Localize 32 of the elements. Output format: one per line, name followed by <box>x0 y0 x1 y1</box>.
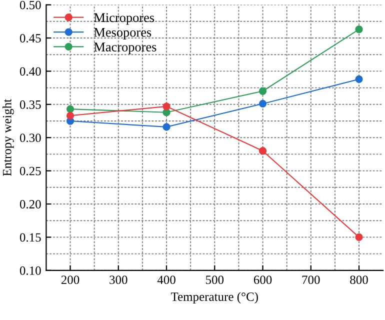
point <box>162 108 170 116</box>
point <box>162 102 170 110</box>
legend-label: Mesopores <box>94 28 152 40</box>
x-tick-label: 200 <box>61 276 80 284</box>
x-tick-label: 400 <box>157 276 176 284</box>
point <box>355 233 363 242</box>
y-tick-label: 0.15 <box>20 233 41 242</box>
y-tick-label: 0.40 <box>20 67 41 76</box>
y-tick-label: 0.35 <box>20 100 41 109</box>
point <box>258 100 267 108</box>
x-axis-title: Temperature (°C) <box>170 292 258 304</box>
x-tick-label: 600 <box>254 276 272 284</box>
x-tick-label: 800 <box>350 276 368 284</box>
y-tick-label: 0.20 <box>20 200 41 209</box>
point <box>66 105 74 113</box>
y-tick-label: 0.10 <box>20 266 41 275</box>
point <box>355 75 363 83</box>
y-axis-title: Entropy weight <box>2 98 14 176</box>
y-tick-label: 0.30 <box>20 134 41 142</box>
y-tick-label: 0.50 <box>20 0 41 10</box>
point <box>258 87 267 95</box>
point <box>162 123 170 131</box>
point <box>258 147 267 155</box>
y-tick-label: 0.45 <box>20 34 41 43</box>
legend-label: Macropores <box>94 42 156 54</box>
point <box>66 112 74 120</box>
x-tick-label: 500 <box>206 276 224 284</box>
legend-label: Micropores <box>94 13 154 25</box>
point <box>355 26 363 34</box>
x-tick-label: 300 <box>110 276 128 284</box>
x-tick-label: 700 <box>302 276 320 284</box>
y-tick-label: 0.25 <box>20 166 41 176</box>
